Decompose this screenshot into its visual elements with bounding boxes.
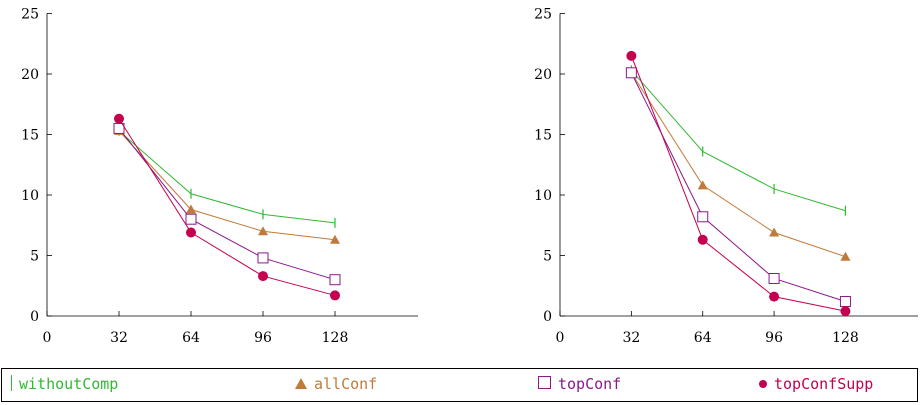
legend-item-withoutComp: withoutComp	[11, 375, 118, 393]
y-tick-label: 20	[534, 67, 552, 83]
point-topConfSupp	[114, 113, 124, 124]
point-topConfSupp	[697, 234, 708, 245]
y-tick-label: 5	[543, 249, 552, 265]
x-tick-label: 96	[765, 330, 783, 346]
series-line-withoutComp	[630, 70, 846, 212]
legend-marker-circle-icon	[759, 380, 767, 388]
point-topConf	[768, 272, 780, 284]
legend-label-withoutComp: withoutComp	[19, 375, 119, 393]
x-tick-label: 32	[622, 330, 640, 346]
point-topConf	[625, 67, 637, 79]
y-tick-label: 10	[21, 188, 39, 204]
legend-label-topConf: topConf	[558, 375, 622, 393]
legend-item-allConf: allConf	[295, 375, 377, 393]
point-topConf	[839, 295, 851, 307]
legend-marker-square-icon	[538, 376, 551, 389]
y-tick-label: 0	[30, 309, 39, 325]
point-allConf	[186, 204, 196, 214]
legend: withoutComp allConf topConf topConfSupp	[1, 368, 918, 402]
point-allConf	[840, 251, 851, 261]
legend-marker-bar-icon	[11, 375, 12, 391]
point-allConf	[258, 226, 268, 236]
series-line-topConfSupp	[630, 55, 846, 312]
series-line-topConf	[118, 128, 336, 281]
point-topConfSupp	[258, 271, 268, 282]
x-tick-label: 0	[556, 330, 565, 346]
y-tick-label: 5	[30, 249, 39, 265]
point-allConf	[697, 180, 708, 190]
y-tick-label: 15	[21, 128, 39, 144]
legend-item-topConf: topConf	[538, 375, 621, 393]
chart-2: 0 5 10 15 20 25 0 32 64 96 128	[534, 7, 918, 346]
y-tick-label: 20	[21, 67, 39, 83]
y-tick-label: 25	[21, 7, 39, 23]
point-topConf	[329, 274, 341, 286]
legend-label-topConfSupp: topConfSupp	[774, 375, 874, 393]
point-topConfSupp	[626, 50, 637, 61]
point-topConfSupp	[840, 306, 851, 317]
y-tick-label: 0	[543, 309, 552, 325]
point-topConf	[257, 252, 269, 264]
x-tick-label: 96	[254, 330, 272, 346]
series-line-allConf	[630, 72, 846, 258]
x-tick-label: 64	[694, 330, 712, 346]
point-topConf	[185, 213, 197, 225]
x-tick-label: 0	[43, 330, 52, 346]
legend-label-allConf: allConf	[314, 375, 378, 393]
point-allConf	[769, 227, 780, 237]
legend-marker-triangle-icon	[295, 378, 307, 389]
y-tick-label: 15	[534, 128, 552, 144]
y-tick-label: 25	[534, 7, 552, 23]
point-topConfSupp	[330, 290, 340, 301]
legend-item-topConfSupp: topConfSupp	[759, 375, 873, 393]
y-tick-label: 10	[534, 188, 552, 204]
series-line-topConfSupp	[118, 118, 336, 296]
series-line-withoutComp	[118, 130, 336, 224]
x-tick-label: 32	[110, 330, 128, 346]
series-line-topConf	[630, 72, 846, 302]
point-topConf	[697, 211, 709, 223]
series-line-allConf	[118, 130, 336, 241]
chart-1: 0 5 10 15 20 25 0 32 64 96 128	[21, 7, 418, 346]
point-topConfSupp	[769, 291, 780, 302]
point-allConf	[330, 234, 340, 244]
x-tick-label: 128	[832, 330, 859, 346]
x-tick-label: 64	[182, 330, 200, 346]
point-topConfSupp	[186, 227, 196, 238]
x-tick-label: 128	[322, 330, 349, 346]
